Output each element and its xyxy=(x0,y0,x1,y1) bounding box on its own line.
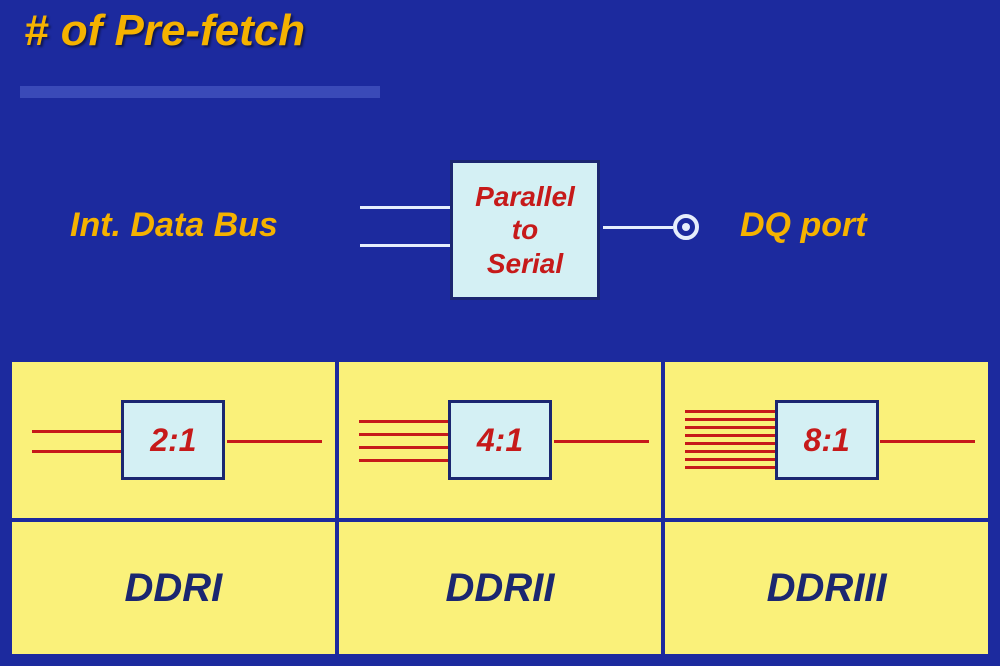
ddr2-name: DDRII xyxy=(446,566,555,611)
ddr1-in-line-2 xyxy=(32,450,127,453)
pbox-line1: Parallel xyxy=(475,180,575,214)
cell-ddr1-label: DDRI xyxy=(10,520,337,656)
cell-ddr2-diagram: 4:1 xyxy=(337,360,664,520)
cell-ddr1-diagram: 2:1 xyxy=(10,360,337,520)
ddr1-out-line xyxy=(227,440,322,443)
ddr2-in-line-2 xyxy=(359,433,454,436)
ddr2-out-line xyxy=(554,440,649,443)
int-data-bus-label: Int. Data Bus xyxy=(70,206,278,245)
top-diagram: Int. Data Bus Parallel to Serial DQ port xyxy=(0,150,1000,330)
ddr2-in-line-1 xyxy=(359,420,454,423)
ddr3-ratio-box: 8:1 xyxy=(775,400,879,480)
ddr2-ratio-box: 4:1 xyxy=(448,400,552,480)
ddr3-in-line-1 xyxy=(685,410,780,413)
dq-port-icon xyxy=(673,214,699,240)
ddr2-in-line-3 xyxy=(359,446,454,449)
pbox-line2: to xyxy=(512,213,538,247)
ddr3-out-line xyxy=(880,440,975,443)
bus-line-top xyxy=(360,206,450,209)
ddr3-in-line-4 xyxy=(685,434,780,437)
parallel-to-serial-box: Parallel to Serial xyxy=(450,160,600,300)
cell-ddr3-diagram: 8:1 xyxy=(663,360,990,520)
ddr3-in-line-5 xyxy=(685,442,780,445)
ddr3-in-line-2 xyxy=(685,418,780,421)
ddr3-in-line-7 xyxy=(685,458,780,461)
ddr3-name: DDRIII xyxy=(767,566,887,611)
ddr2-in-line-4 xyxy=(359,459,454,462)
ddr3-in-line-6 xyxy=(685,450,780,453)
pbox-line3: Serial xyxy=(487,247,563,281)
ddr-grid: 2:1 4:1 8:1 DDRI DDRII DDRIII xyxy=(10,360,990,656)
cell-ddr2-label: DDRII xyxy=(337,520,664,656)
ddr3-in-line-3 xyxy=(685,426,780,429)
ddr1-ratio-box: 2:1 xyxy=(121,400,225,480)
ddr1-name: DDRI xyxy=(124,566,222,611)
dq-port-label: DQ port xyxy=(740,206,867,245)
serial-out-line xyxy=(603,226,673,229)
slide-title: # of Pre-fetch xyxy=(24,6,305,56)
cell-ddr3-label: DDRIII xyxy=(663,520,990,656)
title-underline xyxy=(20,86,380,98)
bus-line-bottom xyxy=(360,244,450,247)
ddr1-in-line-1 xyxy=(32,430,127,433)
ddr3-in-line-8 xyxy=(685,466,780,469)
